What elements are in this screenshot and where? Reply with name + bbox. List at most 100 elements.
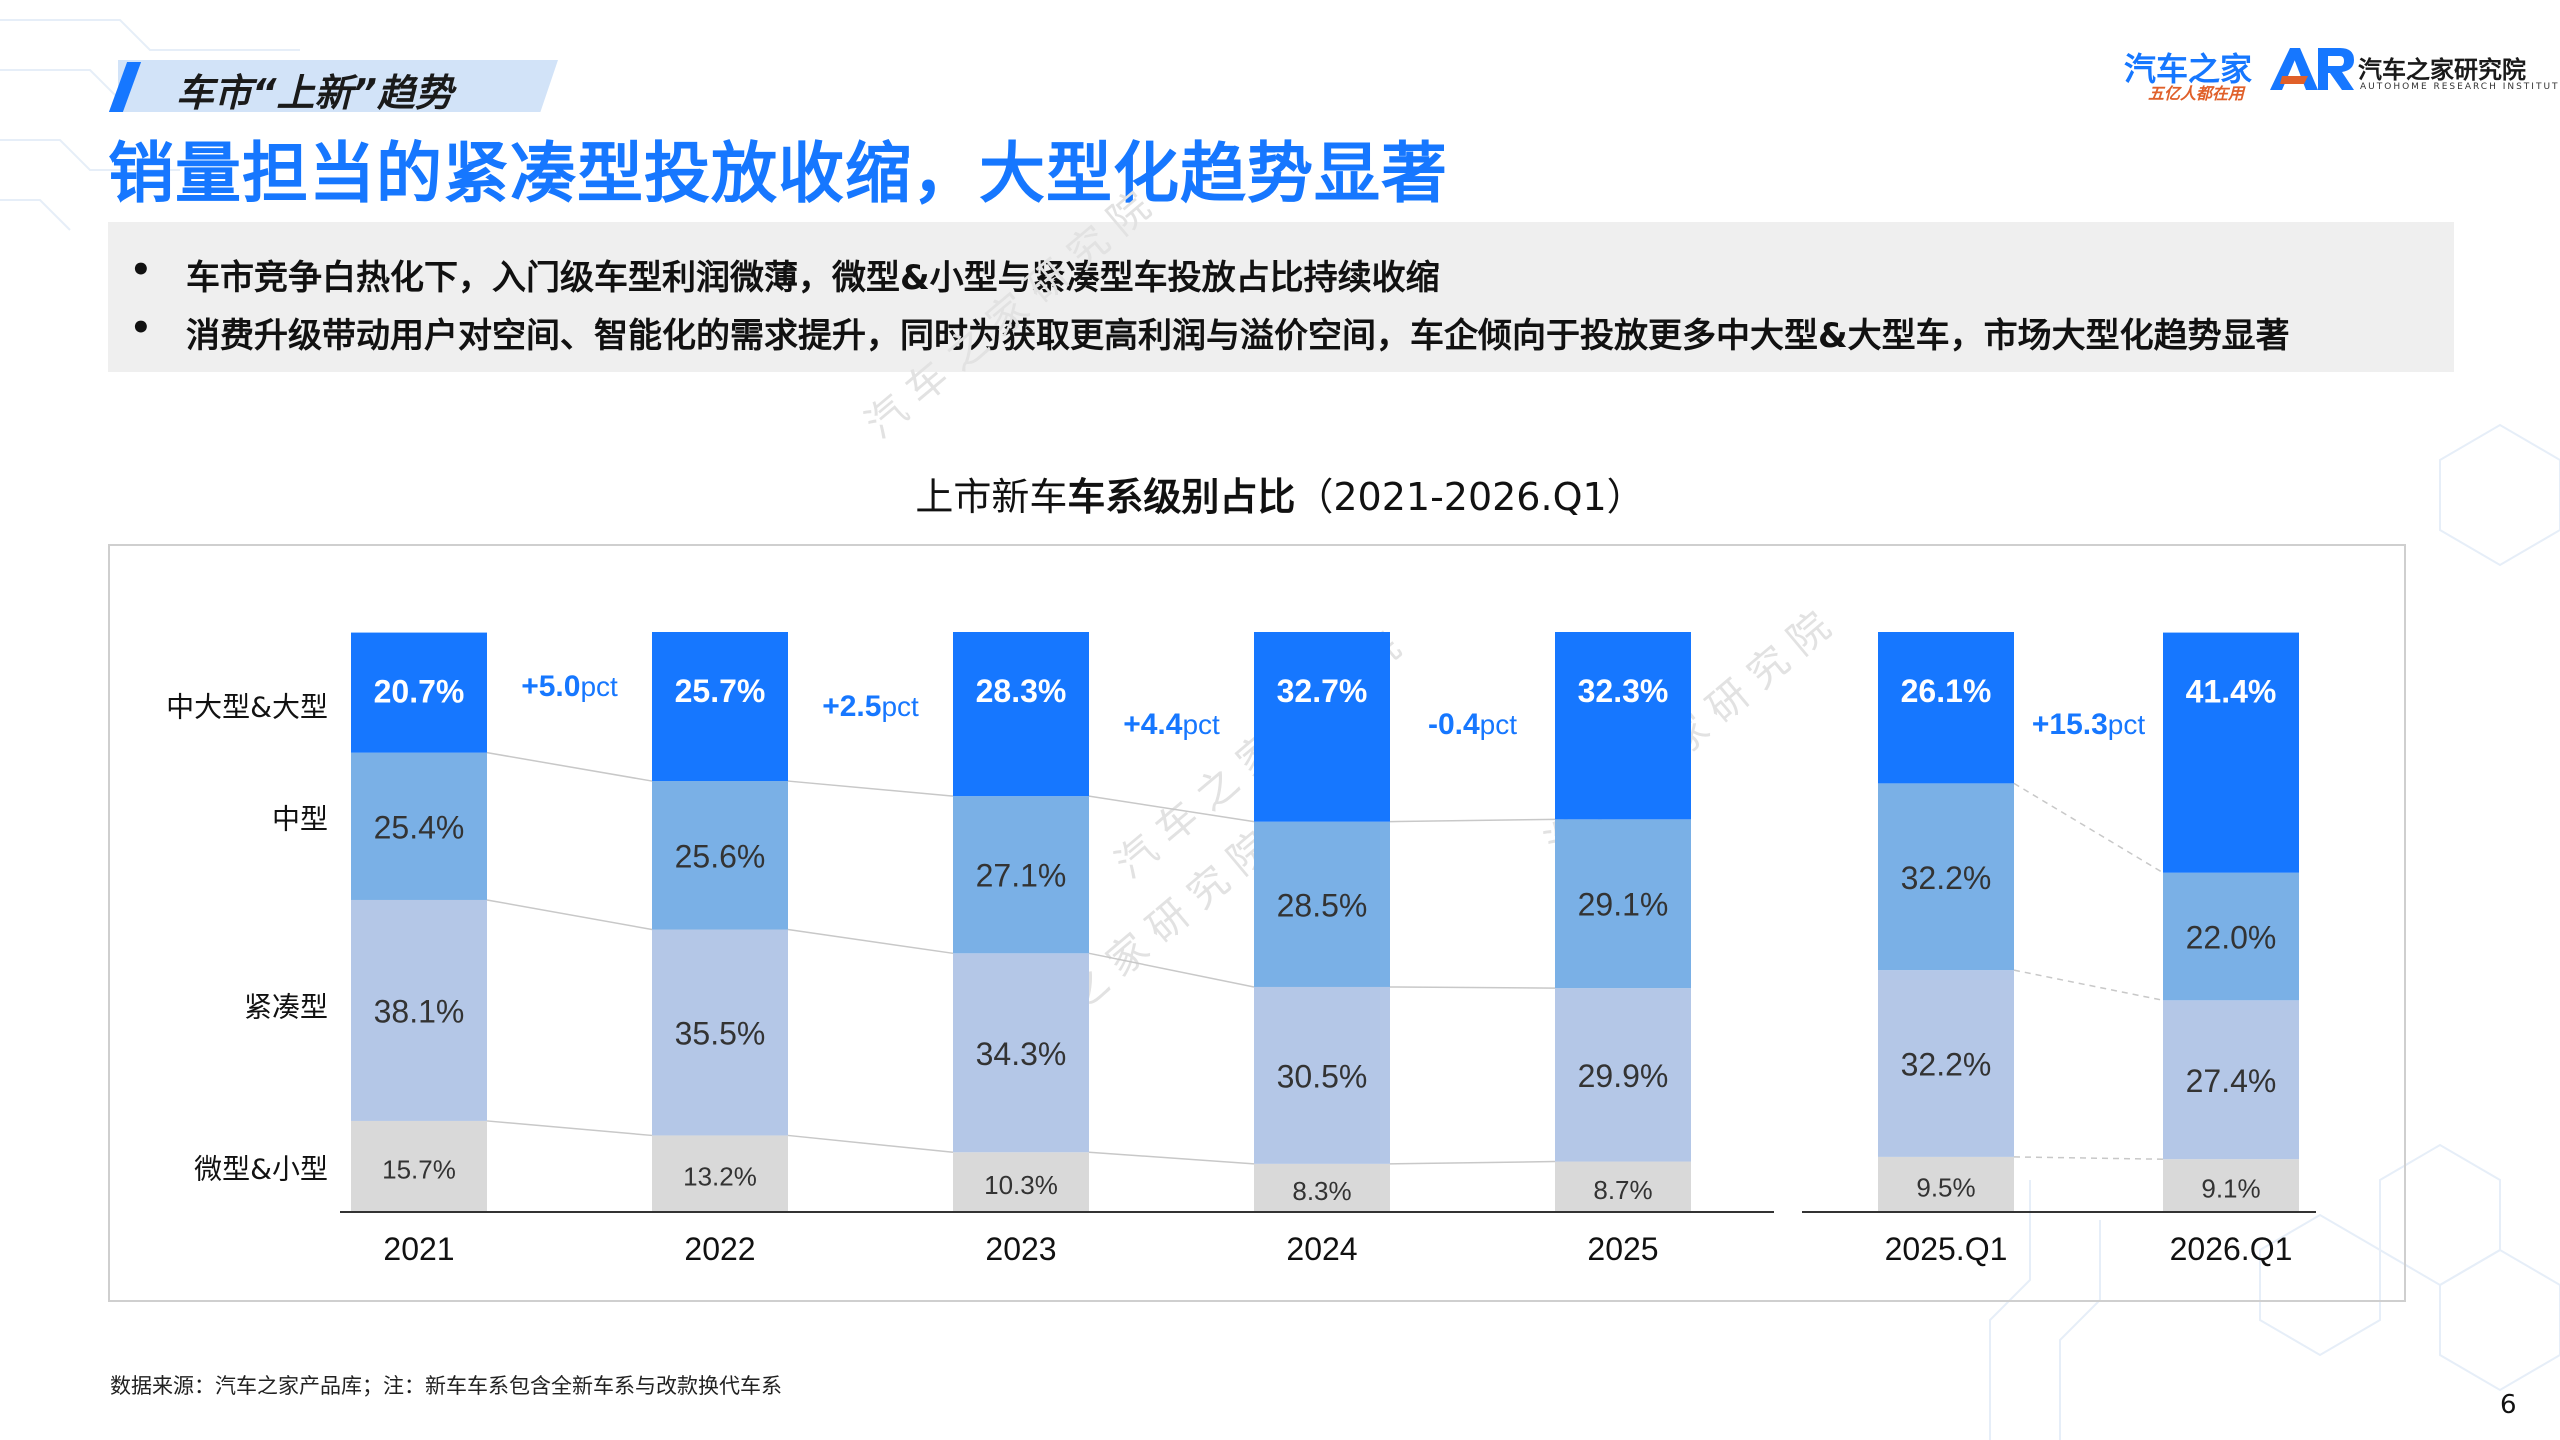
bullet-icon: • [130, 308, 152, 348]
bar-segment [652, 632, 788, 782]
data-label: 38.1% [374, 993, 465, 1029]
bar-segment [652, 1135, 788, 1212]
section-tag: 车市“上新”趋势 [176, 71, 453, 115]
bar-segment [1878, 970, 2014, 1157]
pct-change-annotation: +2.5pct [822, 690, 919, 723]
connector-line [1389, 818, 1556, 823]
series-label: 紧凑型 [244, 990, 328, 1023]
data-label: 8.3% [1292, 1176, 1351, 1206]
bar-segment [2163, 872, 2299, 1001]
x-tick-label: 2026.Q1 [2170, 1231, 2293, 1267]
data-label: 10.3% [984, 1170, 1058, 1200]
data-label: 32.2% [1901, 860, 1992, 896]
section-tag-background [118, 60, 558, 112]
data-label: 25.7% [675, 673, 766, 709]
data-label: 32.2% [1901, 1047, 1992, 1083]
chart-title-bold: 车系级别占比 [1067, 475, 1296, 519]
bullet-icon: • [130, 250, 152, 290]
source-note: 数据来源：汽车之家产品库；注：新车车系包含全新车系与改款换代车系 [110, 1374, 782, 1398]
bar-segment [953, 1152, 1089, 1212]
bar-segment [351, 899, 487, 1121]
bar-segment [652, 781, 788, 930]
connector-line [486, 1120, 653, 1137]
data-label: 26.1% [1901, 673, 1992, 709]
data-label: 27.4% [2186, 1063, 2277, 1099]
x-tick-label: 2022 [684, 1231, 755, 1267]
bar-segment [2163, 1159, 2299, 1212]
connector-line [1389, 1160, 1556, 1165]
bar-segment [1555, 988, 1691, 1162]
watermark-text: 汽 车 之 家 研 究 院 [857, 183, 1160, 447]
research-institute-name: 汽车之家研究院 [2358, 56, 2526, 84]
data-label: 34.3% [976, 1036, 1067, 1072]
bar-segment [953, 953, 1089, 1153]
bar-segment [2163, 1000, 2299, 1160]
autohome-logo: 汽车之家 [2124, 50, 2253, 88]
data-label: 41.4% [2186, 674, 2277, 710]
connector-line [787, 780, 954, 797]
bar-segment [1254, 986, 1390, 1164]
pct-change-annotation: -0.4pct [1428, 708, 1517, 741]
series-label: 微型&小型 [194, 1152, 328, 1185]
data-label: 32.7% [1277, 673, 1368, 709]
x-tick-label: 2025 [1587, 1231, 1658, 1267]
bar-segment [1555, 632, 1691, 820]
data-label: 8.7% [1593, 1175, 1652, 1205]
bar-segment [351, 632, 487, 753]
chart-title-suffix: （2021-2026.Q1） [1295, 475, 1645, 519]
autohome-slogan: 五亿人都在用 [2148, 84, 2245, 103]
pct-change-annotation: +5.0pct [521, 670, 618, 703]
connector-line [486, 751, 653, 782]
connector-line [2013, 782, 2164, 874]
data-label: 28.5% [1277, 887, 1368, 923]
connector-line [1088, 952, 1255, 988]
bar-segment [1254, 632, 1390, 822]
chart-frame [108, 544, 2406, 1302]
data-label: 13.2% [683, 1162, 757, 1192]
pct-change-annotation: +4.4pct [1123, 708, 1220, 741]
data-label: 35.5% [675, 1015, 766, 1051]
data-label: 9.1% [2201, 1174, 2260, 1204]
data-label: 25.6% [675, 838, 766, 874]
data-label: 32.3% [1578, 673, 1669, 709]
summary-text: 车市竞争白热化下，入门级车型利润微薄，微型&小型与紧凑型车投放占比持续收缩 [186, 258, 1440, 298]
data-label: 29.9% [1578, 1058, 1669, 1094]
data-label: 28.3% [976, 673, 1067, 709]
data-label: 20.7% [374, 674, 465, 710]
x-tick-label: 2024 [1286, 1231, 1357, 1267]
bar-segment [953, 796, 1089, 954]
chart-title: 上市新车车系级别占比（2021-2026.Q1） [0, 466, 2560, 521]
research-institute-logo-icon [2270, 48, 2354, 90]
connector-line [1088, 795, 1255, 823]
bar-segment [1878, 783, 2014, 971]
x-tick-label: 2021 [383, 1231, 454, 1267]
research-institute-name-en: AUTOHOME RESEARCH INSTITUTE [2360, 82, 2560, 92]
bar-segment [1254, 1163, 1390, 1212]
page-title: 销量担当的紧凑型投放收缩，大型化趋势显著 [108, 135, 1448, 212]
data-label: 22.0% [2186, 920, 2277, 956]
chart-title-normal: 上市新车 [915, 475, 1068, 519]
bar-segment [1555, 819, 1691, 989]
connector-line [787, 1134, 954, 1154]
pct-change-annotation: +15.3pct [2032, 708, 2145, 741]
bar-segment [351, 1120, 487, 1212]
bar-segment [953, 632, 1089, 797]
data-label: 27.1% [976, 858, 1067, 894]
connector-line [2013, 969, 2164, 1002]
connector-line [2013, 1156, 2164, 1160]
connector-line [787, 928, 954, 955]
series-label: 中型 [272, 802, 328, 835]
bar-segment [2163, 632, 2299, 873]
data-label: 9.5% [1916, 1172, 1975, 1202]
summary-box: • 车市竞争白热化下，入门级车型利润微薄，微型&小型与紧凑型车投放占比持续收缩 … [108, 222, 2454, 372]
bar-segment [1878, 1156, 2014, 1212]
connector-line [1088, 1151, 1255, 1165]
x-tick-label: 2025.Q1 [1885, 1231, 2008, 1267]
bar-segment [1878, 632, 2014, 784]
bar-segment [1555, 1161, 1691, 1212]
data-label: 15.7% [382, 1154, 456, 1184]
page-number: 6 [2500, 1390, 2517, 1420]
data-label: 30.5% [1277, 1058, 1368, 1094]
bar-segment [351, 752, 487, 900]
